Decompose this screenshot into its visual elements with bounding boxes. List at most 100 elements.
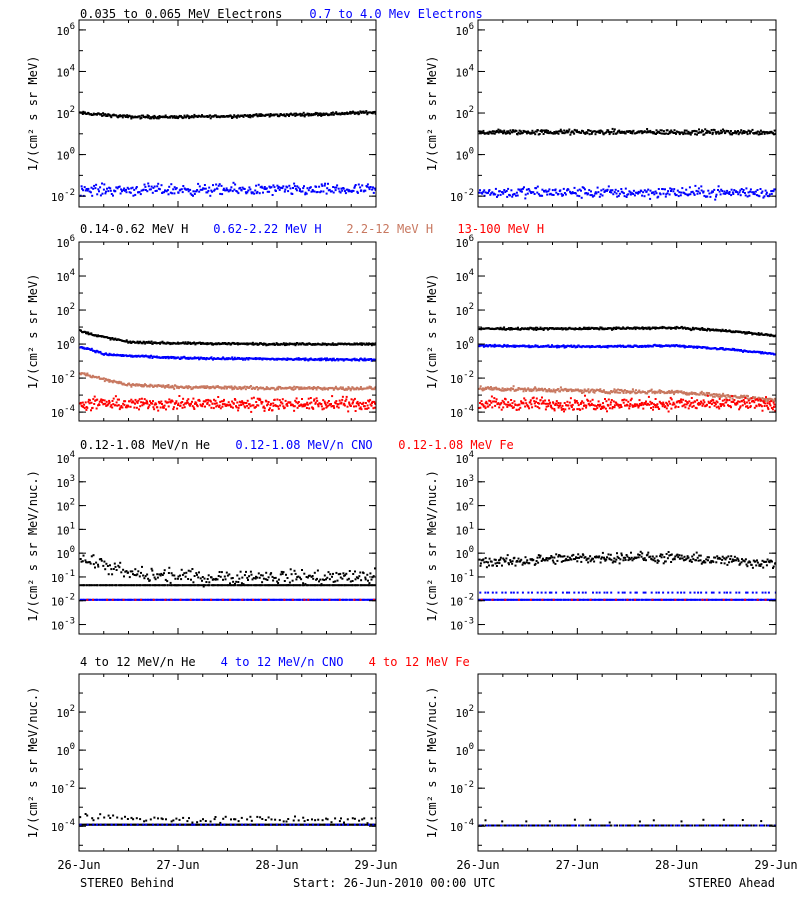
data-point	[653, 326, 656, 329]
data-point	[541, 402, 544, 405]
data-point	[774, 188, 776, 191]
data-point	[691, 328, 694, 331]
data-point	[125, 188, 127, 191]
data-point	[158, 573, 161, 576]
data-point	[265, 388, 268, 391]
data-point	[495, 386, 497, 389]
data-point	[660, 390, 662, 392]
data-point	[693, 327, 696, 330]
data-point	[540, 327, 543, 330]
data-point	[351, 402, 354, 405]
data-point	[711, 329, 714, 331]
data-point	[206, 191, 209, 194]
data-point	[742, 191, 745, 193]
data-point	[603, 132, 606, 135]
data-point	[181, 401, 184, 403]
data-point	[316, 191, 319, 193]
data-point	[731, 191, 734, 194]
data-point	[614, 390, 617, 393]
legend-label: 4 to 12 MeV/n CNO	[221, 655, 344, 669]
data-point	[685, 391, 688, 394]
data-point	[604, 407, 607, 410]
data-point	[649, 189, 652, 192]
data-point	[239, 386, 242, 389]
data-point	[642, 191, 645, 194]
data-point	[320, 357, 323, 360]
data-point	[689, 193, 692, 196]
data-point	[212, 184, 214, 187]
data-point	[161, 403, 163, 405]
data-point	[643, 195, 646, 198]
data-point	[566, 344, 569, 347]
data-point	[250, 397, 253, 400]
data-point	[642, 328, 645, 331]
data-point	[684, 132, 687, 135]
data-point	[128, 576, 131, 579]
data-point	[551, 407, 554, 410]
data-point	[355, 388, 358, 391]
data-point	[691, 393, 694, 395]
data-point	[314, 402, 317, 405]
data-point	[756, 398, 759, 401]
data-point	[131, 400, 134, 403]
data-point	[590, 132, 593, 135]
data-point	[711, 393, 714, 396]
data-point	[579, 389, 582, 392]
data-point	[632, 129, 635, 132]
data-point	[662, 192, 665, 195]
data-point	[714, 198, 717, 201]
data-point	[535, 345, 538, 348]
data-point	[362, 110, 365, 113]
data-point	[359, 386, 362, 388]
data-point	[353, 357, 356, 360]
data-point	[754, 190, 757, 193]
data-point	[160, 400, 163, 403]
data-point	[589, 129, 592, 132]
data-point	[242, 358, 244, 361]
data-point	[229, 386, 232, 389]
data-point	[368, 400, 371, 403]
data-point	[162, 406, 165, 409]
data-point	[696, 192, 699, 195]
data-point	[117, 116, 119, 119]
data-point	[582, 345, 585, 348]
data-point	[82, 554, 85, 557]
data-point	[334, 189, 337, 192]
data-point	[140, 189, 143, 192]
data-point	[608, 407, 611, 410]
y-tick-label-base: 10	[56, 305, 69, 318]
data-point	[758, 131, 761, 134]
data-point	[534, 344, 537, 347]
data-point	[244, 388, 247, 391]
data-point	[211, 190, 214, 193]
data-point	[130, 117, 133, 120]
data-point	[281, 402, 284, 405]
data-point	[485, 400, 488, 403]
data-point	[767, 195, 770, 198]
data-point	[156, 573, 159, 576]
data-point	[138, 115, 141, 118]
data-point	[306, 403, 309, 406]
data-point	[667, 190, 670, 193]
data-point	[765, 131, 768, 134]
data-point	[269, 388, 272, 391]
data-point	[350, 398, 353, 401]
data-point	[277, 407, 280, 410]
data-point	[315, 343, 318, 346]
data-point	[252, 404, 255, 407]
data-point	[316, 112, 318, 115]
data-point	[744, 194, 747, 197]
data-point	[94, 399, 97, 402]
data-point	[208, 387, 211, 390]
data-point	[294, 187, 297, 190]
data-point	[162, 385, 165, 388]
data-point	[314, 401, 317, 404]
data-point	[743, 331, 746, 334]
data-point	[743, 401, 746, 403]
data-point	[493, 345, 496, 348]
data-point	[317, 112, 320, 115]
data-point	[190, 193, 193, 196]
data-point	[566, 388, 569, 391]
data-point	[500, 130, 503, 133]
data-point	[289, 401, 292, 404]
